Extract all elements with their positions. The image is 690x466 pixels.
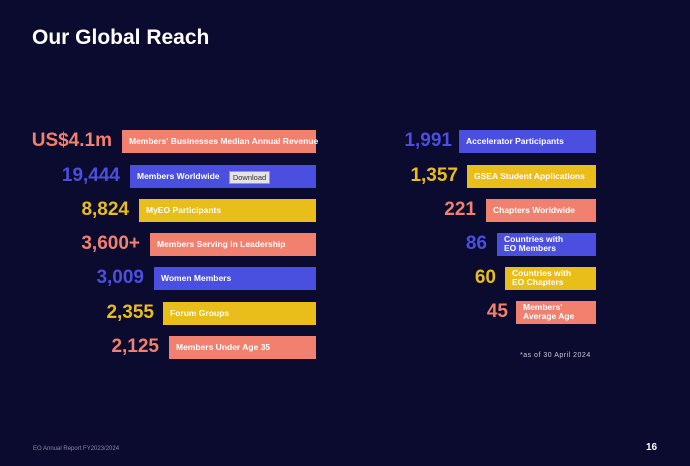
stat-row-members-worldwide: 19,444 Members Worldwide [30, 164, 316, 188]
stat-row-chapters: 221 Chapters Worldwide [380, 198, 596, 222]
stat-value: 3,600+ [81, 233, 140, 254]
stat-label-line1: Countries with [504, 234, 564, 244]
stat-value: 19,444 [61, 165, 120, 186]
page-title: Our Global Reach [32, 26, 210, 49]
stat-label: Countries with EO Chapters [505, 266, 596, 290]
stat-label: Countries with EO Members [497, 232, 596, 256]
stat-label-line2: EO Members [504, 243, 556, 253]
download-button[interactable]: Download [229, 171, 270, 184]
stat-label: Forum Groups [163, 301, 316, 325]
stat-label: Members' Average Age [516, 300, 596, 324]
stat-row-average-age: 45 Members' Average Age [380, 300, 596, 324]
stat-label-line1: Members' [523, 302, 563, 312]
stat-value: 60 [474, 267, 496, 288]
stat-label: Members Serving in Leadership [150, 232, 316, 256]
stat-label: Accelerator Participants [459, 129, 596, 153]
stat-row-forum: 2,355 Forum Groups [30, 301, 316, 325]
page-number: 16 [646, 442, 658, 453]
stat-value: 8,824 [81, 199, 129, 220]
stat-value: 45 [486, 301, 508, 322]
stat-label-line2: Average Age [523, 311, 575, 321]
stat-row-myeo: 8,824 MyEO Participants [30, 198, 316, 222]
stat-row-gsea: 1,357 GSEA Student Applications [380, 164, 596, 188]
stat-row-median-revenue: US$4.1m Members' Businesses Median Annua… [30, 129, 318, 153]
stat-value: 221 [444, 199, 476, 220]
stat-label: Chapters Worldwide [486, 198, 596, 222]
stat-value: 86 [465, 233, 487, 254]
stat-row-under-35: 2,125 Members Under Age 35 [30, 335, 316, 359]
stat-row-countries-members: 86 Countries with EO Members [380, 232, 596, 256]
stat-label: GSEA Student Applications [467, 164, 596, 188]
stat-label-line2: EO Chapters [512, 277, 564, 287]
stat-value: 1,357 [410, 165, 458, 186]
stat-value: 2,355 [106, 302, 154, 323]
stat-row-countries-chapters: 60 Countries with EO Chapters [380, 266, 596, 290]
stat-row-women: 3,009 Women Members [30, 266, 316, 290]
stat-value: 3,009 [96, 267, 144, 288]
stat-label: Women Members [154, 266, 316, 290]
stat-value: 1,991 [404, 130, 452, 151]
stat-row-leadership: 3,600+ Members Serving in Leadership [30, 232, 316, 256]
stat-label: Members' Businesses Median Annual Revenu… [122, 129, 318, 153]
stat-label: Members Under Age 35 [169, 335, 316, 359]
stat-value: US$4.1m [31, 130, 112, 151]
stat-label: MyEO Participants [139, 198, 316, 222]
stat-value: 2,125 [111, 336, 159, 357]
footer-report-name: EO Annual Report FY2023/2024 [33, 446, 120, 452]
stat-label-line1: Countries with [512, 268, 572, 278]
stat-row-accelerator: 1,991 Accelerator Participants [380, 129, 596, 153]
as-of-note: *as of 30 April 2024 [520, 352, 591, 359]
stat-label: Members Worldwide [130, 164, 316, 188]
